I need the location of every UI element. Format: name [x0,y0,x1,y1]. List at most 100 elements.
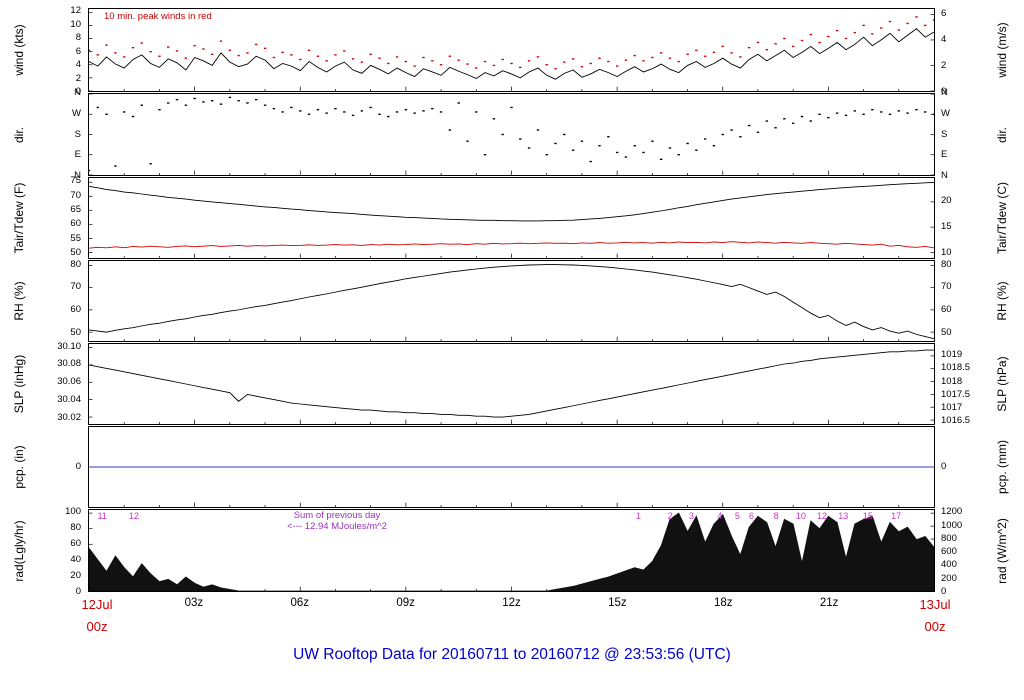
axis-label-left-rh: RH (%) [12,281,26,321]
y-tick-right-slp: 1018.5 [941,362,971,374]
data-point [853,31,856,34]
data-point [721,45,724,48]
y-tick-left-temp: 60 [70,218,81,230]
data-point [492,64,496,67]
y-tick-left-temp: 50 [70,247,81,259]
data-point [712,51,716,54]
data-point [580,66,584,68]
y-tick-right-slp: 1018 [941,375,963,387]
data-point [211,100,214,102]
y-tick-left-wind: 4 [75,59,81,71]
y-tick-left-rad: 40 [70,554,81,566]
data-point [404,109,408,111]
data-point [483,154,487,156]
axis-label-right-temp: Tair/Tdew (C) [995,181,1009,255]
panel-rad [88,509,935,592]
axis-label-right-pcp: pcp. (mm) [995,440,1009,494]
y-tick-left-wind: 6 [75,45,81,57]
data-point [906,22,909,25]
data-point [167,102,170,104]
data-point [202,48,205,50]
rad-hour-label: 8 [773,511,779,521]
data-point [563,61,566,63]
y-tick-right-temp: 15 [941,221,952,233]
data-point [800,115,804,118]
data-point [369,106,372,109]
y-tick-left-rad: 20 [70,570,81,582]
y-tick-left-slp: 30.10 [57,340,81,352]
data-point [246,102,249,104]
data-point [96,54,99,56]
y-tick-left-dir: E [74,149,81,161]
data-point [413,112,416,114]
chart-title: UW Rooftop Data for 20160711 to 20160712… [293,646,731,663]
data-point [378,57,381,59]
rad-hour-label: 13 [838,511,849,521]
data-point [448,129,452,131]
data-point [659,158,663,160]
y-tick-left-wind: 12 [70,5,81,17]
data-point [343,50,346,52]
data-point [334,107,337,110]
data-point [721,133,724,136]
axis-label-left-slp: SLP (inHg) [12,354,26,414]
data-point [131,46,135,49]
data-point [844,114,848,117]
data-point [897,110,900,112]
series-wind_kts [89,28,934,80]
y-tick-right-dir: N [941,170,948,181]
rad-hour-label: 6 [748,511,754,521]
panel-temp [88,177,935,259]
data-point [774,127,777,129]
data-point [924,111,927,113]
y-tick-left-temp: 70 [70,189,81,201]
data-point [844,37,848,40]
data-point [668,147,672,149]
data-point [316,109,320,111]
data-point [827,116,830,119]
data-point [571,149,575,151]
data-point [677,60,680,63]
panel-rad-plot [89,512,934,591]
data-point [422,110,425,112]
data-point [237,100,240,102]
data-point [545,154,548,156]
data-point [598,57,601,59]
y-tick-left-temp: 65 [70,204,81,216]
rad-sum-note-line2: <--- 12.94 MJoules/m^2 [287,521,387,532]
data-point [765,120,768,122]
data-point [325,60,328,62]
data-point [114,52,117,54]
data-point [290,106,293,109]
data-point [263,47,267,50]
data-point [924,24,927,27]
data-point [360,110,364,112]
data-point [413,65,416,67]
data-point [783,37,786,40]
axis-label-left-wind: wind (kts) [12,24,26,76]
data-point [228,49,232,51]
data-point [747,124,751,127]
axis-label-left-rad: rad(Lgly/hr) [12,519,26,582]
y-tick-right-wind: 4 [941,33,947,45]
data-point [642,60,645,62]
panel-rh-plot [89,264,934,341]
data-point [563,133,566,136]
data-point [149,163,152,165]
panel-dir-plot [89,94,934,175]
data-point [659,52,663,54]
data-point [668,57,672,59]
y-tick-left-rad: 80 [70,522,81,534]
x-tick-label-09z: 09z [396,597,415,609]
data-point [580,140,584,142]
axis-label-left-pcp: pcp. (in) [12,445,26,489]
data-point [607,136,610,138]
y-tick-left-wind: 10 [70,18,81,30]
data-point [527,60,531,62]
series-tair_f [89,182,934,222]
y-tick-left-wind: 2 [75,72,81,84]
data-point [765,49,768,51]
data-point [510,62,513,65]
data-point [651,140,654,142]
